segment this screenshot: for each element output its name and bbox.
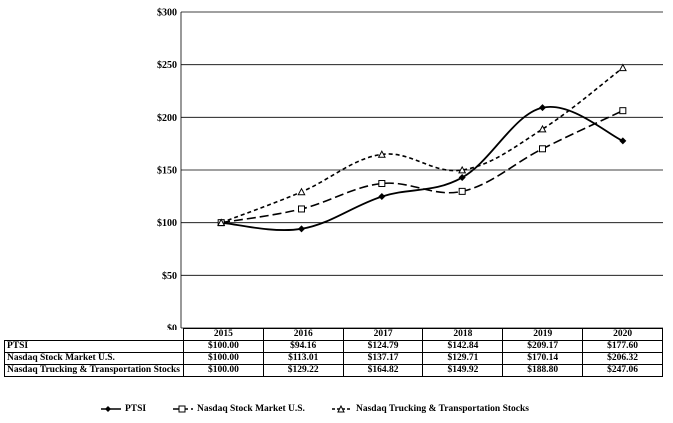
data-point xyxy=(378,193,386,201)
data-cell: $100.00 xyxy=(183,340,264,353)
y-tick-label: $0 xyxy=(167,324,177,331)
series-line xyxy=(221,109,624,224)
legend-swatch-trucking xyxy=(332,404,352,413)
data-point xyxy=(378,180,386,188)
year-header: 2015 xyxy=(183,328,264,341)
series-markers xyxy=(217,63,627,233)
year-header: 2018 xyxy=(422,328,504,341)
legend-item-trucking: Nasdaq Trucking & Transportation Stocks xyxy=(331,404,529,414)
table-row: PTSI $100.00 $94.16 $124.79 $142.84 $209… xyxy=(4,340,663,353)
y-tick-label: $50 xyxy=(162,271,177,282)
data-point xyxy=(539,104,546,112)
year-header: 2020 xyxy=(582,328,663,341)
data-cell: $129.22 xyxy=(262,364,344,377)
data-cell: $124.79 xyxy=(342,340,424,353)
data-cell: $149.92 xyxy=(422,364,504,377)
row-label: Nasdaq Stock Market U.S. xyxy=(4,352,184,365)
legend-label: Nasdaq Trucking & Transportation Stocks xyxy=(356,404,529,414)
data-point xyxy=(377,150,386,158)
data-cell: $129.71 xyxy=(422,352,504,365)
data-cell: $100.00 xyxy=(183,352,264,365)
y-tick-label: $200 xyxy=(157,113,177,124)
data-cell: $209.17 xyxy=(502,340,584,353)
table-header-row: 2015 2016 2017 2018 2019 2020 xyxy=(4,328,663,341)
data-cell: $188.80 xyxy=(502,364,584,377)
table-row: Nasdaq Trucking & Transportation Stocks … xyxy=(4,364,663,377)
data-point xyxy=(619,107,627,115)
year-header: 2019 xyxy=(502,328,584,341)
y-axis: $0 $50 $100 $150 $200 $250 $300 xyxy=(157,8,177,331)
data-cell: $137.17 xyxy=(342,352,424,365)
data-point xyxy=(298,225,305,233)
data-cell: $164.82 xyxy=(342,364,424,377)
row-label: Nasdaq Trucking & Transportation Stocks xyxy=(4,364,184,377)
table-row: Nasdaq Stock Market U.S. $100.00 $113.01… xyxy=(4,352,663,365)
gridlines xyxy=(180,11,663,329)
data-point xyxy=(619,137,627,145)
y-tick-label: $100 xyxy=(157,218,177,229)
year-header: 2016 xyxy=(262,328,344,341)
data-cell: $177.60 xyxy=(582,340,663,353)
legend-swatch-nasdaq xyxy=(173,405,193,413)
data-cell: $206.32 xyxy=(582,352,663,365)
data-table: 2015 2016 2017 2018 2019 2020 PTSI $100.… xyxy=(4,328,663,377)
series-line xyxy=(221,105,624,231)
legend-label: Nasdaq Stock Market U.S. xyxy=(197,404,305,414)
data-point xyxy=(298,205,305,213)
y-tick-label: $300 xyxy=(157,8,177,19)
data-point xyxy=(458,174,466,182)
row-label: PTSI xyxy=(4,340,184,353)
line-chart: $0 $50 $100 $150 $200 $250 $300 xyxy=(157,8,663,331)
legend-item-nasdaq: Nasdaq Stock Market U.S. xyxy=(172,404,305,414)
y-tick-label: $150 xyxy=(157,166,177,177)
data-point xyxy=(539,145,546,153)
data-point xyxy=(297,187,306,196)
year-header: 2017 xyxy=(342,328,424,341)
data-point xyxy=(458,187,466,195)
data-point xyxy=(217,218,226,226)
data-cell: $247.06 xyxy=(582,364,663,377)
series-line xyxy=(220,67,624,224)
data-cell: $170.14 xyxy=(502,352,584,365)
series-lines xyxy=(220,67,624,231)
table-corner xyxy=(4,328,184,341)
data-cell: $100.00 xyxy=(183,364,264,377)
data-cell: $142.84 xyxy=(422,340,504,353)
legend: PTSI Nasdaq Stock Market U.S. Nasdaq Tru… xyxy=(0,404,673,420)
y-tick-label: $250 xyxy=(157,60,177,71)
data-point xyxy=(458,165,467,174)
data-cell: $94.16 xyxy=(262,340,344,353)
data-cell: $113.01 xyxy=(262,352,344,365)
legend-label: PTSI xyxy=(125,404,147,414)
data-point xyxy=(618,63,627,72)
legend-swatch-ptsi xyxy=(101,406,121,412)
data-point xyxy=(538,124,547,133)
legend-item-ptsi: PTSI xyxy=(100,404,146,414)
